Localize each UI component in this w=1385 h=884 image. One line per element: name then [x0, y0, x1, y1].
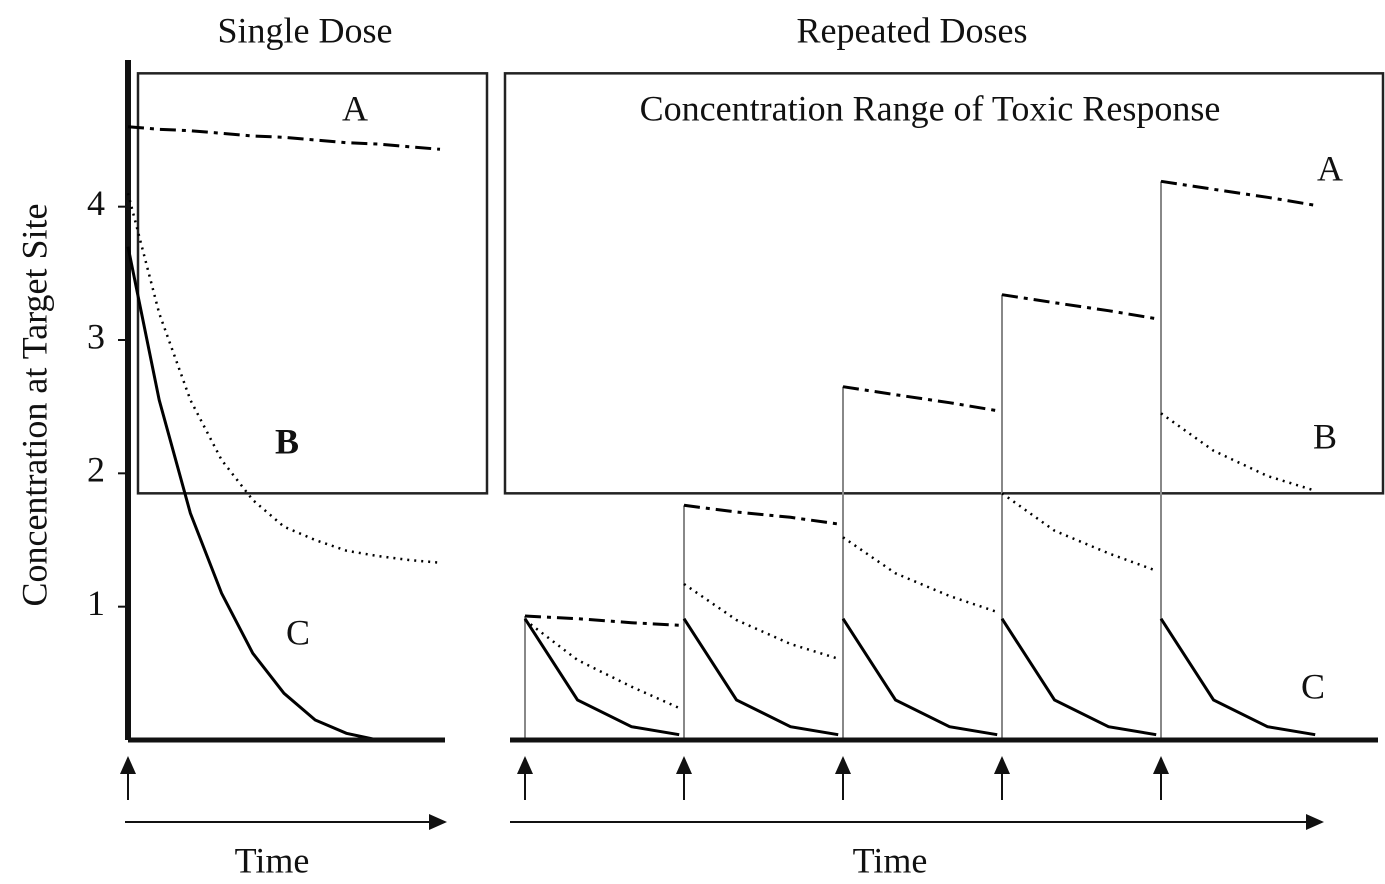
- curve-B: [126, 192, 441, 564]
- toxic-range-box: [136, 72, 489, 495]
- y-axis-label: Concentration at Target Site: [14, 203, 54, 606]
- panel-title: Single Dose: [218, 10, 393, 50]
- curve-A: [127, 125, 441, 151]
- curve-label: C: [286, 612, 310, 652]
- panel-title: Repeated Doses: [797, 10, 1028, 50]
- curve-C: [523, 617, 1316, 737]
- curve-label: B: [275, 421, 299, 461]
- y-tick-label: 1: [87, 583, 105, 623]
- curve-label: C: [1301, 666, 1325, 706]
- curve-label: A: [342, 88, 368, 128]
- curve-label: A: [1317, 148, 1343, 188]
- toxic-range-label: Concentration Range of Toxic Response: [640, 88, 1221, 128]
- toxic-range-box: [503, 72, 1385, 495]
- y-tick-label: 4: [87, 183, 105, 223]
- x-axis-label: Time: [853, 840, 928, 880]
- x-axis-label: Time: [235, 840, 310, 880]
- curve-B: [524, 412, 1316, 710]
- y-tick-label: 3: [87, 316, 105, 356]
- y-tick-label: 2: [87, 450, 105, 490]
- curve-A: [524, 179, 1316, 627]
- curve-label: B: [1313, 416, 1337, 456]
